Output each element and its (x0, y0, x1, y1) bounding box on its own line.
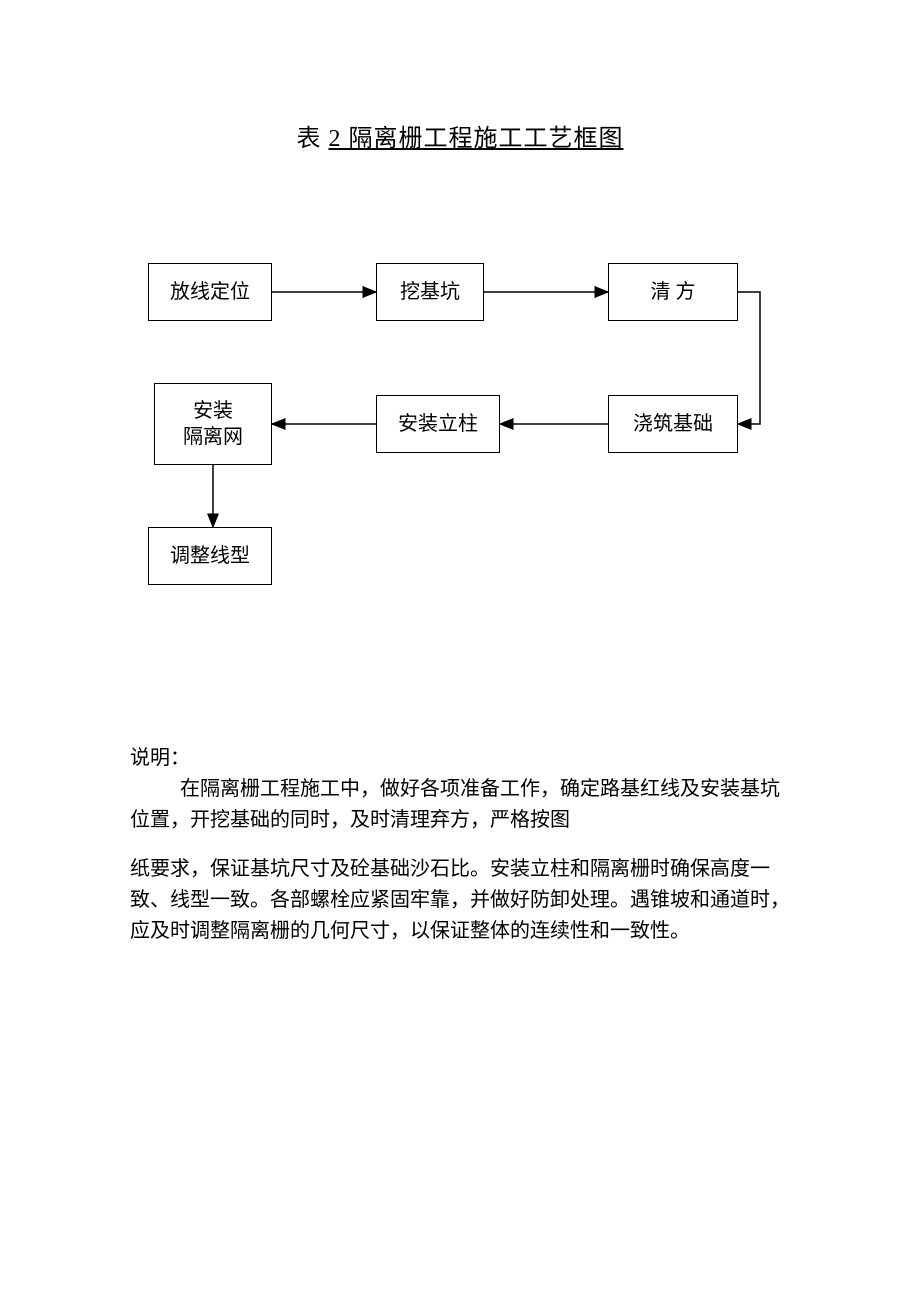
description-label: 说明： (130, 743, 790, 774)
flowchart-node-n3: 清 方 (608, 263, 738, 321)
flowchart-node-label: 挖基坑 (400, 279, 460, 305)
description: 说明： 在隔离栅工程施工中，做好各项准备工作，确定路基红线及安装基坑位置，开挖基… (130, 743, 790, 947)
flowchart-node-label: 浇筑基础 (633, 411, 713, 437)
flowchart-node-label: 调整线型 (170, 543, 250, 569)
flowchart-node-label: 安装 隔离网 (183, 398, 243, 450)
flowchart-node-n7: 调整线型 (148, 527, 272, 585)
flowchart-node-n6: 安装 隔离网 (154, 383, 272, 465)
flowchart-edge-n3-n4 (738, 292, 760, 424)
title-prefix: 表 (297, 126, 329, 152)
flowchart-node-label: 安装立柱 (398, 411, 478, 437)
flowchart-node-label: 清 方 (651, 279, 696, 305)
description-para-2: 纸要求，保证基坑尺寸及砼基础沙石比。安装立柱和隔离栅时确保高度一致、线型一致。各… (130, 854, 790, 947)
flowchart-container: 放线定位 挖基坑 清 方浇筑基础 安装立柱 安装 隔离网调整线型 (0, 243, 920, 623)
flowchart-node-n2: 挖基坑 (376, 263, 484, 321)
title-underlined: 2 隔离栅工程施工工艺框图 (329, 126, 624, 152)
description-para-1: 在隔离栅工程施工中，做好各项准备工作，确定路基红线及安装基坑位置，开挖基础的同时… (130, 774, 790, 836)
page-title: 表 2 隔离栅工程施工工艺框图 (0, 0, 920, 153)
flowchart-node-label: 放线定位 (170, 279, 250, 305)
flowchart-node-n4: 浇筑基础 (608, 395, 738, 453)
flowchart-node-n5: 安装立柱 (376, 395, 500, 453)
flowchart-node-n1: 放线定位 (148, 263, 272, 321)
